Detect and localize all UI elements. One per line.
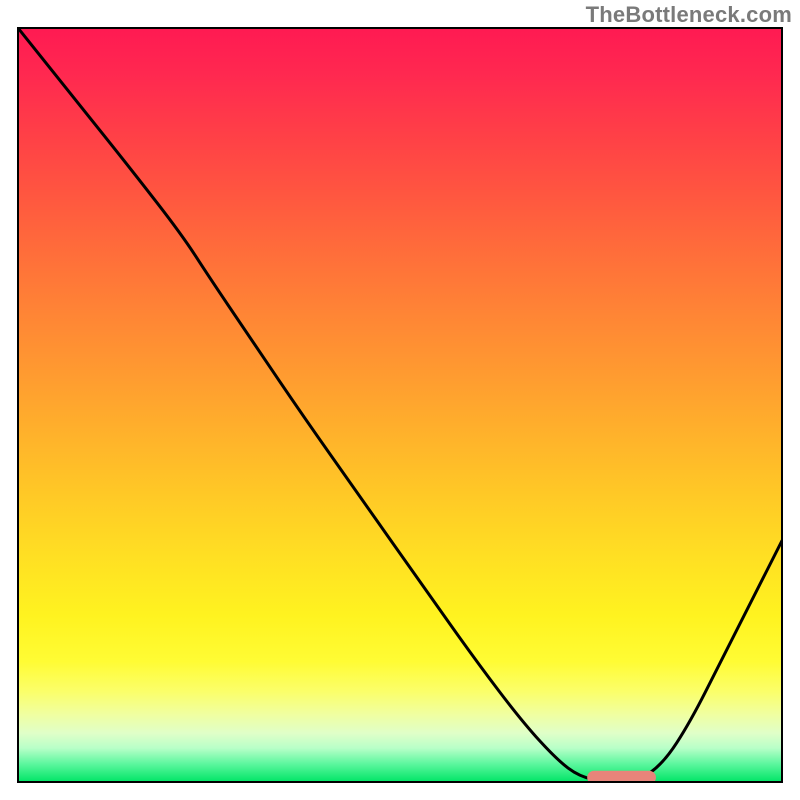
bottleneck-chart	[0, 0, 800, 800]
watermark-text: TheBottleneck.com	[586, 2, 792, 28]
heat-gradient	[18, 28, 782, 782]
chart-container: TheBottleneck.com	[0, 0, 800, 800]
